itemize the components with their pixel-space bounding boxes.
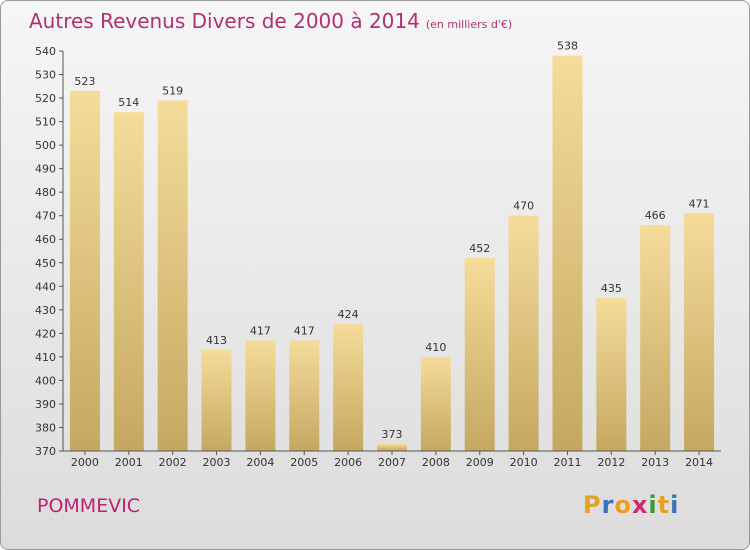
bar — [464, 258, 495, 451]
y-tick-label: 500 — [35, 139, 56, 152]
bar — [684, 213, 715, 451]
x-tick-label: 2012 — [597, 456, 625, 469]
bar-value-label: 471 — [689, 197, 710, 210]
y-tick-label: 530 — [35, 69, 56, 82]
bar — [245, 340, 276, 451]
bar-value-label: 470 — [513, 200, 534, 213]
x-tick-label: 2004 — [246, 456, 274, 469]
bar-value-label: 519 — [162, 84, 183, 97]
y-tick-label: 420 — [35, 327, 56, 340]
y-tick-label: 490 — [35, 163, 56, 176]
x-tick-label: 2001 — [115, 456, 143, 469]
bar — [201, 349, 232, 451]
bar — [377, 443, 407, 451]
y-tick-label: 370 — [35, 445, 56, 458]
x-tick-label: 2007 — [378, 456, 406, 469]
bar-value-label: 373 — [382, 428, 403, 441]
bar-value-label: 466 — [645, 209, 666, 222]
logo-letter: o — [614, 491, 632, 519]
y-tick-label: 380 — [35, 421, 56, 434]
bar — [640, 225, 671, 451]
chart-subtitle: (en milliers d'€) — [425, 18, 513, 31]
x-tick-label: 2002 — [159, 456, 187, 469]
y-tick-label: 460 — [35, 233, 56, 246]
bar — [596, 298, 627, 451]
logo-letter: i — [670, 491, 680, 519]
y-tick-label: 470 — [35, 210, 56, 223]
bar — [289, 340, 320, 451]
bar — [333, 323, 364, 451]
x-tick-label: 2011 — [553, 456, 581, 469]
x-tick-label: 2006 — [334, 456, 362, 469]
y-tick-label: 540 — [35, 45, 56, 58]
y-tick-label: 390 — [35, 398, 56, 411]
y-tick-label: 480 — [35, 186, 56, 199]
y-tick-label: 410 — [35, 351, 56, 364]
bar-value-label: 424 — [338, 308, 359, 321]
bar-value-label: 452 — [469, 242, 490, 255]
logo-letter: t — [657, 491, 671, 519]
bar — [508, 215, 539, 451]
bar-value-label: 523 — [74, 75, 95, 88]
logo-letter: P — [583, 491, 602, 519]
bar — [420, 356, 451, 451]
proxiti-logo: Proxiti — [583, 491, 679, 519]
bar-value-label: 514 — [118, 96, 139, 109]
logo-letter: r — [601, 491, 615, 519]
chart-title: Autres Revenus Divers de 2000 à 2014 (en … — [29, 9, 512, 33]
y-tick-label: 440 — [35, 280, 56, 293]
y-tick-label: 520 — [35, 92, 56, 105]
x-tick-label: 2014 — [685, 456, 713, 469]
chart-title-text: Autres Revenus Divers de 2000 à 2014 — [29, 9, 420, 33]
bar-value-label: 417 — [250, 324, 271, 337]
bar-value-label: 410 — [425, 341, 446, 354]
bar — [552, 55, 583, 452]
commune-name: POMMEVIC — [37, 495, 141, 517]
logo-letter: i — [648, 491, 658, 519]
bar — [69, 91, 100, 451]
logo-letter: x — [631, 491, 649, 519]
x-tick-label: 2010 — [510, 456, 538, 469]
x-tick-label: 2013 — [641, 456, 669, 469]
y-tick-label: 400 — [35, 374, 56, 387]
bar-value-label: 538 — [557, 40, 578, 53]
bar-value-label: 413 — [206, 334, 227, 347]
y-tick-label: 430 — [35, 304, 56, 317]
y-tick-label: 450 — [35, 257, 56, 270]
x-tick-label: 2005 — [290, 456, 318, 469]
bar — [113, 112, 144, 452]
y-tick-label: 510 — [35, 116, 56, 129]
x-tick-label: 2003 — [203, 456, 231, 469]
bar-value-label: 417 — [294, 324, 315, 337]
x-tick-label: 2008 — [422, 456, 450, 469]
x-tick-label: 2000 — [71, 456, 99, 469]
bar-value-label: 435 — [601, 282, 622, 295]
x-tick-label: 2009 — [466, 456, 494, 469]
bar — [157, 100, 188, 451]
